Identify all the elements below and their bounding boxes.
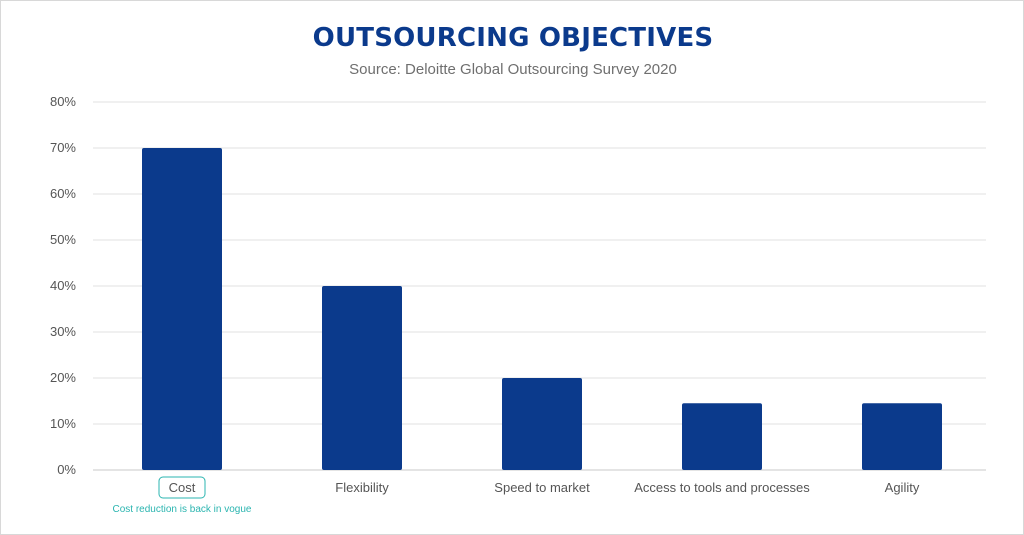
bar <box>142 148 222 470</box>
y-tick-label: 50% <box>50 232 76 247</box>
x-tick-label: Cost <box>169 480 196 495</box>
y-tick-label: 80% <box>50 94 76 109</box>
y-tick-label: 30% <box>50 324 76 339</box>
x-tick-label: Flexibility <box>335 480 389 495</box>
y-tick-label: 40% <box>50 278 76 293</box>
y-tick-label: 0% <box>57 462 76 477</box>
chart-subtitle: Source: Deloitte Global Outsourcing Surv… <box>349 61 677 78</box>
y-tick-label: 70% <box>50 140 76 155</box>
bar <box>862 403 942 470</box>
bar <box>322 286 402 470</box>
x-tick-label: Agility <box>885 480 920 495</box>
bar <box>502 378 582 470</box>
x-tick-label: Access to tools and processes <box>634 480 810 495</box>
y-tick-label: 20% <box>50 370 76 385</box>
x-tick-label: Speed to market <box>494 480 590 495</box>
y-tick-label: 60% <box>50 186 76 201</box>
chart-title: OUTSOURCING OBJECTIVES <box>312 23 714 53</box>
annotation-text: Cost reduction is back in vogue <box>113 504 252 515</box>
bar <box>682 403 762 470</box>
highlight-box <box>158 476 206 499</box>
y-tick-label: 10% <box>50 416 76 431</box>
